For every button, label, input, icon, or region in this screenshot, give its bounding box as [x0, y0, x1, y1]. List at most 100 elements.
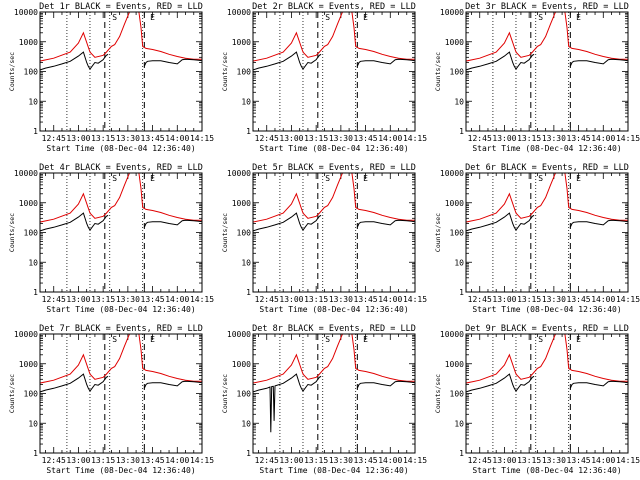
- x-tick-label: 14:00: [591, 134, 615, 143]
- y-tick-label: 100: [450, 390, 465, 399]
- y-tick-label: 1: [459, 127, 464, 136]
- panel-det-7: Det 7r BLACK = Events, RED = LLD 1 10 100 10…: [8, 324, 214, 475]
- marker-label-e: E: [363, 13, 368, 22]
- y-tick-label: 1: [246, 127, 251, 136]
- x-tick-label: 13:45: [354, 295, 378, 304]
- x-tick-label: 12:45: [255, 456, 279, 465]
- series-group: [40, 173, 202, 232]
- y-tick-label: 10: [241, 97, 251, 106]
- plot-frame: [252, 333, 416, 454]
- x-tick-label: 14:15: [616, 456, 640, 465]
- panel-det-8: Det 8r BLACK = Events, RED = LLD 1 10 100 10…: [221, 324, 427, 475]
- x-tick-label: 13:45: [141, 134, 165, 143]
- y-tick-label: 1: [459, 288, 464, 297]
- y-tick-label: 100: [237, 229, 252, 238]
- marker-label-e: E: [363, 174, 368, 183]
- lld-series-line: [40, 173, 202, 223]
- y-tick-label: 1: [459, 449, 464, 458]
- x-tick-label: 13:45: [141, 295, 165, 304]
- x-tick-label: 12:45: [42, 295, 66, 304]
- y-axis-label: Counts/sec: [221, 213, 229, 252]
- y-tick-label: 10000: [227, 8, 251, 17]
- events-series-line: [143, 219, 202, 228]
- lld-series-line: [40, 12, 202, 62]
- x-tick-label: 14:15: [616, 134, 640, 143]
- lld-series-line: [466, 334, 628, 384]
- x-tick-label: 13:15: [91, 134, 115, 143]
- panel-title: Det 3r BLACK = Events, RED = LLD: [465, 2, 629, 12]
- x-tick-label: 13:30: [329, 134, 353, 143]
- marker-label-e: E: [150, 174, 155, 183]
- marker-label-e: E: [576, 335, 581, 344]
- y-tick-label: 100: [24, 229, 39, 238]
- x-tick-label: 13:15: [91, 295, 115, 304]
- x-tick-label: 13:45: [354, 134, 378, 143]
- marker-label-s: S: [112, 174, 117, 183]
- x-tick-label: 13:15: [304, 134, 328, 143]
- marker-label-s: S: [538, 335, 543, 344]
- lld-series-line: [466, 173, 628, 223]
- y-axis-label: Counts/sec: [434, 52, 442, 91]
- panel-det-1: Det 1r BLACK = Events, RED = LLD 1 10 100 10…: [8, 2, 214, 153]
- x-tick-label: 13:45: [567, 295, 591, 304]
- panel-title: Det 7r BLACK = Events, RED = LLD: [39, 324, 203, 334]
- x-tick-label: 14:15: [403, 134, 427, 143]
- x-tick-label: 14:00: [165, 134, 189, 143]
- y-tick-label: 1000: [19, 38, 38, 47]
- marker-label-s: S: [325, 174, 330, 183]
- x-tick-label: 13:30: [542, 134, 566, 143]
- x-tick-label: 13:00: [279, 134, 303, 143]
- y-tick-label: 100: [237, 390, 252, 399]
- x-tick-label: 12:45: [468, 134, 492, 143]
- series-group: [40, 334, 202, 393]
- panel-det-5: Det 5r BLACK = Events, RED = LLD 1 10 100 10…: [221, 163, 427, 314]
- events-series-line: [40, 373, 109, 393]
- series-group: [40, 12, 202, 71]
- x-tick-label: 14:15: [403, 295, 427, 304]
- x-tick-label: 14:00: [591, 456, 615, 465]
- events-series-line: [569, 58, 628, 67]
- events-series-line: [356, 58, 415, 67]
- marker-label-s: S: [112, 335, 117, 344]
- x-tick-label: 14:00: [378, 456, 402, 465]
- y-tick-label: 10: [454, 419, 464, 428]
- x-tick-label: 14:00: [378, 134, 402, 143]
- y-tick-label: 1: [246, 449, 251, 458]
- plot-frame: [39, 333, 203, 454]
- x-tick-label: 14:00: [165, 456, 189, 465]
- x-tick-label: 13:15: [517, 456, 541, 465]
- plot-frame: [39, 11, 203, 132]
- y-tick-label: 1: [246, 288, 251, 297]
- x-tick-label: 13:00: [492, 456, 516, 465]
- y-tick-label: 1: [33, 449, 38, 458]
- events-series-line: [569, 380, 628, 389]
- y-tick-label: 10: [28, 419, 38, 428]
- series-group: [253, 334, 415, 433]
- y-tick-label: 100: [24, 390, 39, 399]
- panel-det-3: Det 3r BLACK = Events, RED = LLD 1 10 100 10…: [434, 2, 640, 153]
- events-series-line: [466, 51, 535, 71]
- x-tick-label: 12:45: [468, 456, 492, 465]
- plot-frame: [465, 11, 629, 132]
- x-axis-label: Start Time (08-Dec-04 12:36:40): [46, 144, 195, 153]
- panel-title: Det 5r BLACK = Events, RED = LLD: [252, 163, 416, 173]
- x-axis-label: Start Time (08-Dec-04 12:36:40): [259, 466, 408, 475]
- y-tick-label: 10: [454, 97, 464, 106]
- y-axis-label: Counts/sec: [221, 52, 229, 91]
- series-group: [466, 334, 628, 393]
- y-tick-label: 1000: [19, 360, 38, 369]
- x-tick-label: 13:15: [304, 295, 328, 304]
- plot-frame: [465, 333, 629, 454]
- events-series-line: [253, 373, 322, 433]
- x-tick-label: 13:00: [279, 295, 303, 304]
- events-series-line: [40, 51, 109, 71]
- events-series-line: [253, 51, 322, 71]
- x-tick-label: 13:00: [492, 295, 516, 304]
- lld-series-line: [253, 334, 415, 384]
- x-axis-label: Start Time (08-Dec-04 12:36:40): [259, 305, 408, 314]
- y-tick-label: 100: [24, 68, 39, 77]
- x-tick-label: 13:00: [66, 295, 90, 304]
- x-tick-label: 12:45: [255, 295, 279, 304]
- plot-frame: [465, 172, 629, 293]
